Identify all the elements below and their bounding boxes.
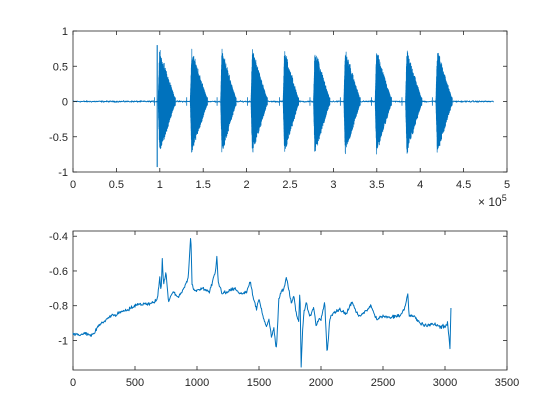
top-x-exponent-base: × 10 xyxy=(478,195,502,209)
top-y-tick-label: 1 xyxy=(62,26,68,38)
bottom-signal-trace xyxy=(72,232,452,368)
top-burst-7 xyxy=(343,51,361,155)
top-x-tick-label: 3.5 xyxy=(369,179,384,191)
bottom-y-tick-label: -1 xyxy=(58,335,68,347)
top-x-tick-label: 1 xyxy=(157,179,163,191)
bottom-axis-ticks: 0 500 1000 1500 2000 2500 3000 3500 -1 -0.8 -0.6 -0… xyxy=(49,231,519,389)
bottom-x-tick-label: 500 xyxy=(126,377,144,389)
bottom-x-tick-label: 2000 xyxy=(309,377,333,389)
bottom-y-tick-label: -0.6 xyxy=(49,266,68,278)
top-burst-9 xyxy=(405,50,423,154)
top-x-tick-label: 1.5 xyxy=(196,179,211,191)
top-x-tick-label: 5 xyxy=(504,179,510,191)
top-y-tick-label: 0 xyxy=(62,97,68,109)
top-y-tick-label: -0.5 xyxy=(49,132,68,144)
top-y-tick-label: -1 xyxy=(58,167,68,179)
top-axis-ticks: 0 0.5 1 1.5 2 2.5 3 3.5 4 4.5 5 -1 -0.5 0 0.5 1 xyxy=(49,26,510,191)
top-x-tick-label: 4.5 xyxy=(456,179,471,191)
top-x-tick-label: 0.5 xyxy=(109,179,124,191)
top-burst-1 xyxy=(157,50,176,150)
top-x-tick-label: 3 xyxy=(330,179,336,191)
top-burst-4 xyxy=(250,49,268,153)
top-burst-8 xyxy=(374,53,392,155)
bottom-y-tick-label: -0.4 xyxy=(49,231,68,243)
top-burst-10 xyxy=(435,52,453,153)
top-signal-trace xyxy=(72,45,494,168)
top-burst-5 xyxy=(282,51,300,152)
bottom-y-tick-label: -0.8 xyxy=(49,301,68,313)
bottom-plot-area xyxy=(72,230,508,371)
top-y-tick-label: 0.5 xyxy=(53,61,68,73)
top-burst-3 xyxy=(220,48,237,153)
bottom-x-tick-label: 3000 xyxy=(433,377,457,389)
top-burst-2 xyxy=(189,48,208,153)
bottom-x-tick-label: 2500 xyxy=(371,377,395,389)
bottom-x-tick-label: 1000 xyxy=(185,377,209,389)
bottom-x-tick-label: 3500 xyxy=(495,377,519,389)
top-x-tick-label: 2.5 xyxy=(282,179,297,191)
top-x-tick-label: 4 xyxy=(417,179,423,191)
bottom-axes: 0 500 1000 1500 2000 2500 3000 3500 -1 -0.8 -0.6 -0… xyxy=(49,230,519,389)
bottom-series-line xyxy=(72,232,452,368)
bottom-x-tick-label: 0 xyxy=(70,377,76,389)
top-burst-6 xyxy=(313,54,331,152)
bottom-x-tick-label: 1500 xyxy=(247,377,271,389)
top-x-exponent-power: 5 xyxy=(502,193,507,203)
top-x-tick-label: 2 xyxy=(244,179,250,191)
top-axes: 0 0.5 1 1.5 2 2.5 3 3.5 4 4.5 5 -1 -0.5 0 0.5 1 × 105 xyxy=(49,26,510,209)
top-x-exponent: × 105 xyxy=(478,193,507,209)
top-x-tick-label: 0 xyxy=(70,179,76,191)
